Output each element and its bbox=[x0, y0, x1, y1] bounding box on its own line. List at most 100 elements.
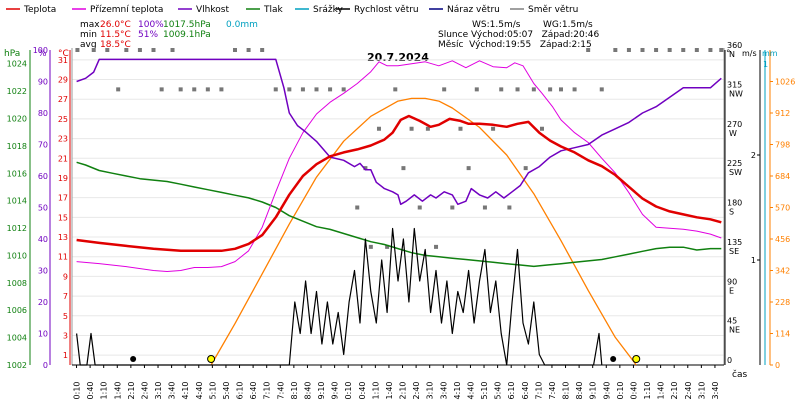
sunset-marker bbox=[632, 355, 641, 363]
legend-label-hum: Vlhkost bbox=[196, 5, 229, 15]
wind-direction-point bbox=[539, 126, 544, 131]
stats-max-rain: 0.0mm bbox=[226, 20, 258, 30]
direction-tick-label: 135 bbox=[727, 238, 742, 247]
pressure-tick-label: 1006 bbox=[7, 306, 27, 315]
series-line-solar bbox=[210, 97, 637, 366]
x-tick-label: 22:10 bbox=[670, 381, 679, 400]
wind-direction-point bbox=[442, 87, 447, 92]
wind-direction-point bbox=[368, 244, 373, 249]
x-tick-label: 16:40 bbox=[521, 381, 530, 400]
unit-degc: °C bbox=[58, 49, 69, 59]
temperature-tick-label: 9 bbox=[63, 272, 68, 281]
direction-tick-label: 45 bbox=[727, 317, 737, 326]
wind-direction-point bbox=[458, 126, 463, 131]
series-line-press bbox=[76, 161, 722, 268]
wind-direction-point bbox=[450, 205, 455, 210]
wind-direction-point bbox=[287, 87, 292, 92]
wind-direction-point bbox=[401, 166, 406, 171]
wind-direction-point bbox=[523, 166, 528, 171]
series-line-wind bbox=[76, 227, 603, 366]
unit-ms: m/s bbox=[742, 49, 757, 58]
x-tick-label: 23:40 bbox=[711, 381, 720, 400]
temperature-tick-label: 3 bbox=[63, 331, 68, 340]
solar-tick-label: 798 bbox=[775, 141, 790, 150]
wind-direction-point bbox=[640, 48, 645, 52]
wind-tick-label: 1 bbox=[751, 256, 756, 265]
pressure-tick-label: 1004 bbox=[7, 334, 27, 343]
direction-tick-label: 0 bbox=[727, 356, 732, 365]
wind-direction-point bbox=[159, 87, 164, 92]
stats-max-temp: 26.0°C bbox=[100, 20, 131, 30]
solar-tick-label: 684 bbox=[775, 172, 790, 181]
wind-direction-point bbox=[137, 48, 142, 52]
x-tick-label: 08:40 bbox=[303, 381, 312, 400]
solar-tick-label: 456 bbox=[775, 235, 790, 244]
x-tick-label: 07:40 bbox=[276, 381, 285, 400]
stats-avg-temp: 18.5°C bbox=[100, 40, 131, 50]
pressure-tick-label: 1018 bbox=[7, 142, 27, 151]
x-tick-label: 23:10 bbox=[697, 381, 706, 400]
humidity-tick-label: 70 bbox=[38, 141, 48, 150]
humidity-tick-label: 80 bbox=[38, 109, 48, 118]
wind-direction-point bbox=[219, 87, 224, 92]
wind-direction-point bbox=[192, 87, 197, 92]
wind-direction-point bbox=[105, 48, 110, 52]
stats-sun: Slunce Východ:05:07 Západ:20:46 bbox=[438, 30, 599, 40]
wind-direction-point bbox=[667, 48, 672, 52]
legend-label-press: Tlak bbox=[263, 5, 284, 15]
wind-direction-point bbox=[719, 48, 724, 52]
temperature-tick-label: 23 bbox=[58, 135, 68, 144]
x-tick-label: 10:10 bbox=[344, 381, 353, 400]
x-tick-label: 05:10 bbox=[208, 381, 217, 400]
direction-compass-label: N bbox=[729, 50, 735, 59]
series-line-temp bbox=[76, 114, 722, 253]
x-tick-label: 20:40 bbox=[629, 381, 638, 400]
wind-direction-point bbox=[151, 48, 156, 52]
x-tick-label: 05:40 bbox=[222, 381, 231, 400]
temperature-tick-label: 1 bbox=[63, 351, 68, 360]
x-tick-label: 13:10 bbox=[426, 381, 435, 400]
wind-direction-point bbox=[694, 48, 699, 52]
solar-tick-label: 570 bbox=[775, 204, 790, 213]
unit-hpa: hPa bbox=[4, 49, 20, 59]
temperature-tick-label: 31 bbox=[58, 56, 68, 65]
legend-label-gust: Náraz větru bbox=[447, 5, 500, 15]
rain-tick-label: 1 bbox=[763, 60, 768, 69]
temperature-tick-label: 17 bbox=[58, 194, 68, 203]
wind-direction-point bbox=[393, 87, 398, 92]
wind-direction-point bbox=[273, 87, 278, 92]
wind-direction-point bbox=[586, 48, 591, 52]
x-tick-label: 01:10 bbox=[100, 381, 109, 400]
x-tick-label: 17:40 bbox=[548, 381, 557, 400]
x-tick-label: 03:40 bbox=[168, 381, 177, 400]
x-tick-label: 11:10 bbox=[371, 381, 380, 400]
direction-compass-label: SE bbox=[729, 247, 739, 256]
x-tick-label: 06:40 bbox=[249, 381, 258, 400]
wind-direction-point bbox=[328, 87, 333, 92]
direction-compass-label: S bbox=[729, 208, 734, 217]
x-tick-label: 22:40 bbox=[684, 381, 693, 400]
x-tick-label: 15:10 bbox=[480, 381, 489, 400]
humidity-tick-label: 60 bbox=[38, 172, 48, 181]
x-tick-label: 17:10 bbox=[534, 381, 543, 400]
stats-max-press: 1017.5hPa bbox=[163, 20, 211, 30]
legend-label-feel: Přízemní teplota bbox=[90, 5, 163, 15]
wind-direction-point bbox=[314, 87, 319, 92]
pressure-tick-label: 1010 bbox=[7, 251, 27, 260]
stats-wg: WG:1.5m/s bbox=[543, 20, 593, 30]
wind-direction-point bbox=[466, 166, 471, 171]
direction-compass-label: E bbox=[729, 286, 734, 295]
stats-avg-label: avg bbox=[80, 40, 97, 50]
humidity-tick-label: 0 bbox=[43, 361, 48, 370]
wind-direction-point bbox=[626, 48, 631, 52]
wind-direction-point bbox=[559, 87, 563, 92]
wind-direction-point bbox=[515, 87, 520, 92]
solar-tick-label: 1026 bbox=[775, 78, 795, 87]
x-tick-label: 21:40 bbox=[657, 381, 666, 400]
stats-min-hum: 51% bbox=[138, 30, 158, 40]
direction-compass-label: NE bbox=[729, 326, 740, 335]
wind-direction-point bbox=[708, 48, 713, 52]
legend: Teplota Přízemní teplota Vlhkost Tlak Srážky… bbox=[6, 5, 578, 15]
x-tick-label: 09:40 bbox=[331, 381, 340, 400]
direction-tick-label: 315 bbox=[727, 80, 742, 89]
